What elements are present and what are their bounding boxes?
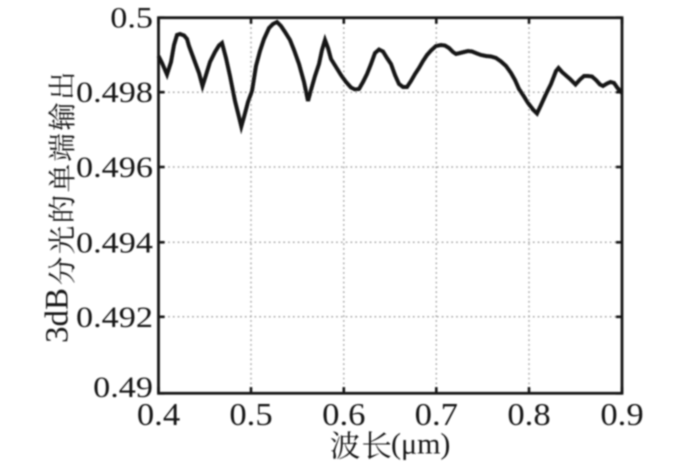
svg-text:0.9: 0.9 <box>600 397 643 432</box>
svg-text:(μm): (μm) <box>391 428 450 461</box>
svg-text:0.5: 0.5 <box>229 397 272 432</box>
svg-text:0.4: 0.4 <box>137 397 181 432</box>
svg-text:0.8: 0.8 <box>507 397 550 432</box>
svg-text:0.49: 0.49 <box>93 371 153 403</box>
svg-text:0.5: 0.5 <box>110 2 153 34</box>
svg-text:0.492: 0.492 <box>76 301 153 333</box>
svg-text:0.496: 0.496 <box>76 151 153 183</box>
svg-text:0.494: 0.494 <box>76 226 153 258</box>
svg-text:0.6: 0.6 <box>322 397 365 432</box>
svg-text:0.7: 0.7 <box>415 397 458 432</box>
svg-text:3dB: 3dB <box>40 288 76 343</box>
svg-text:0.498: 0.498 <box>76 76 153 108</box>
